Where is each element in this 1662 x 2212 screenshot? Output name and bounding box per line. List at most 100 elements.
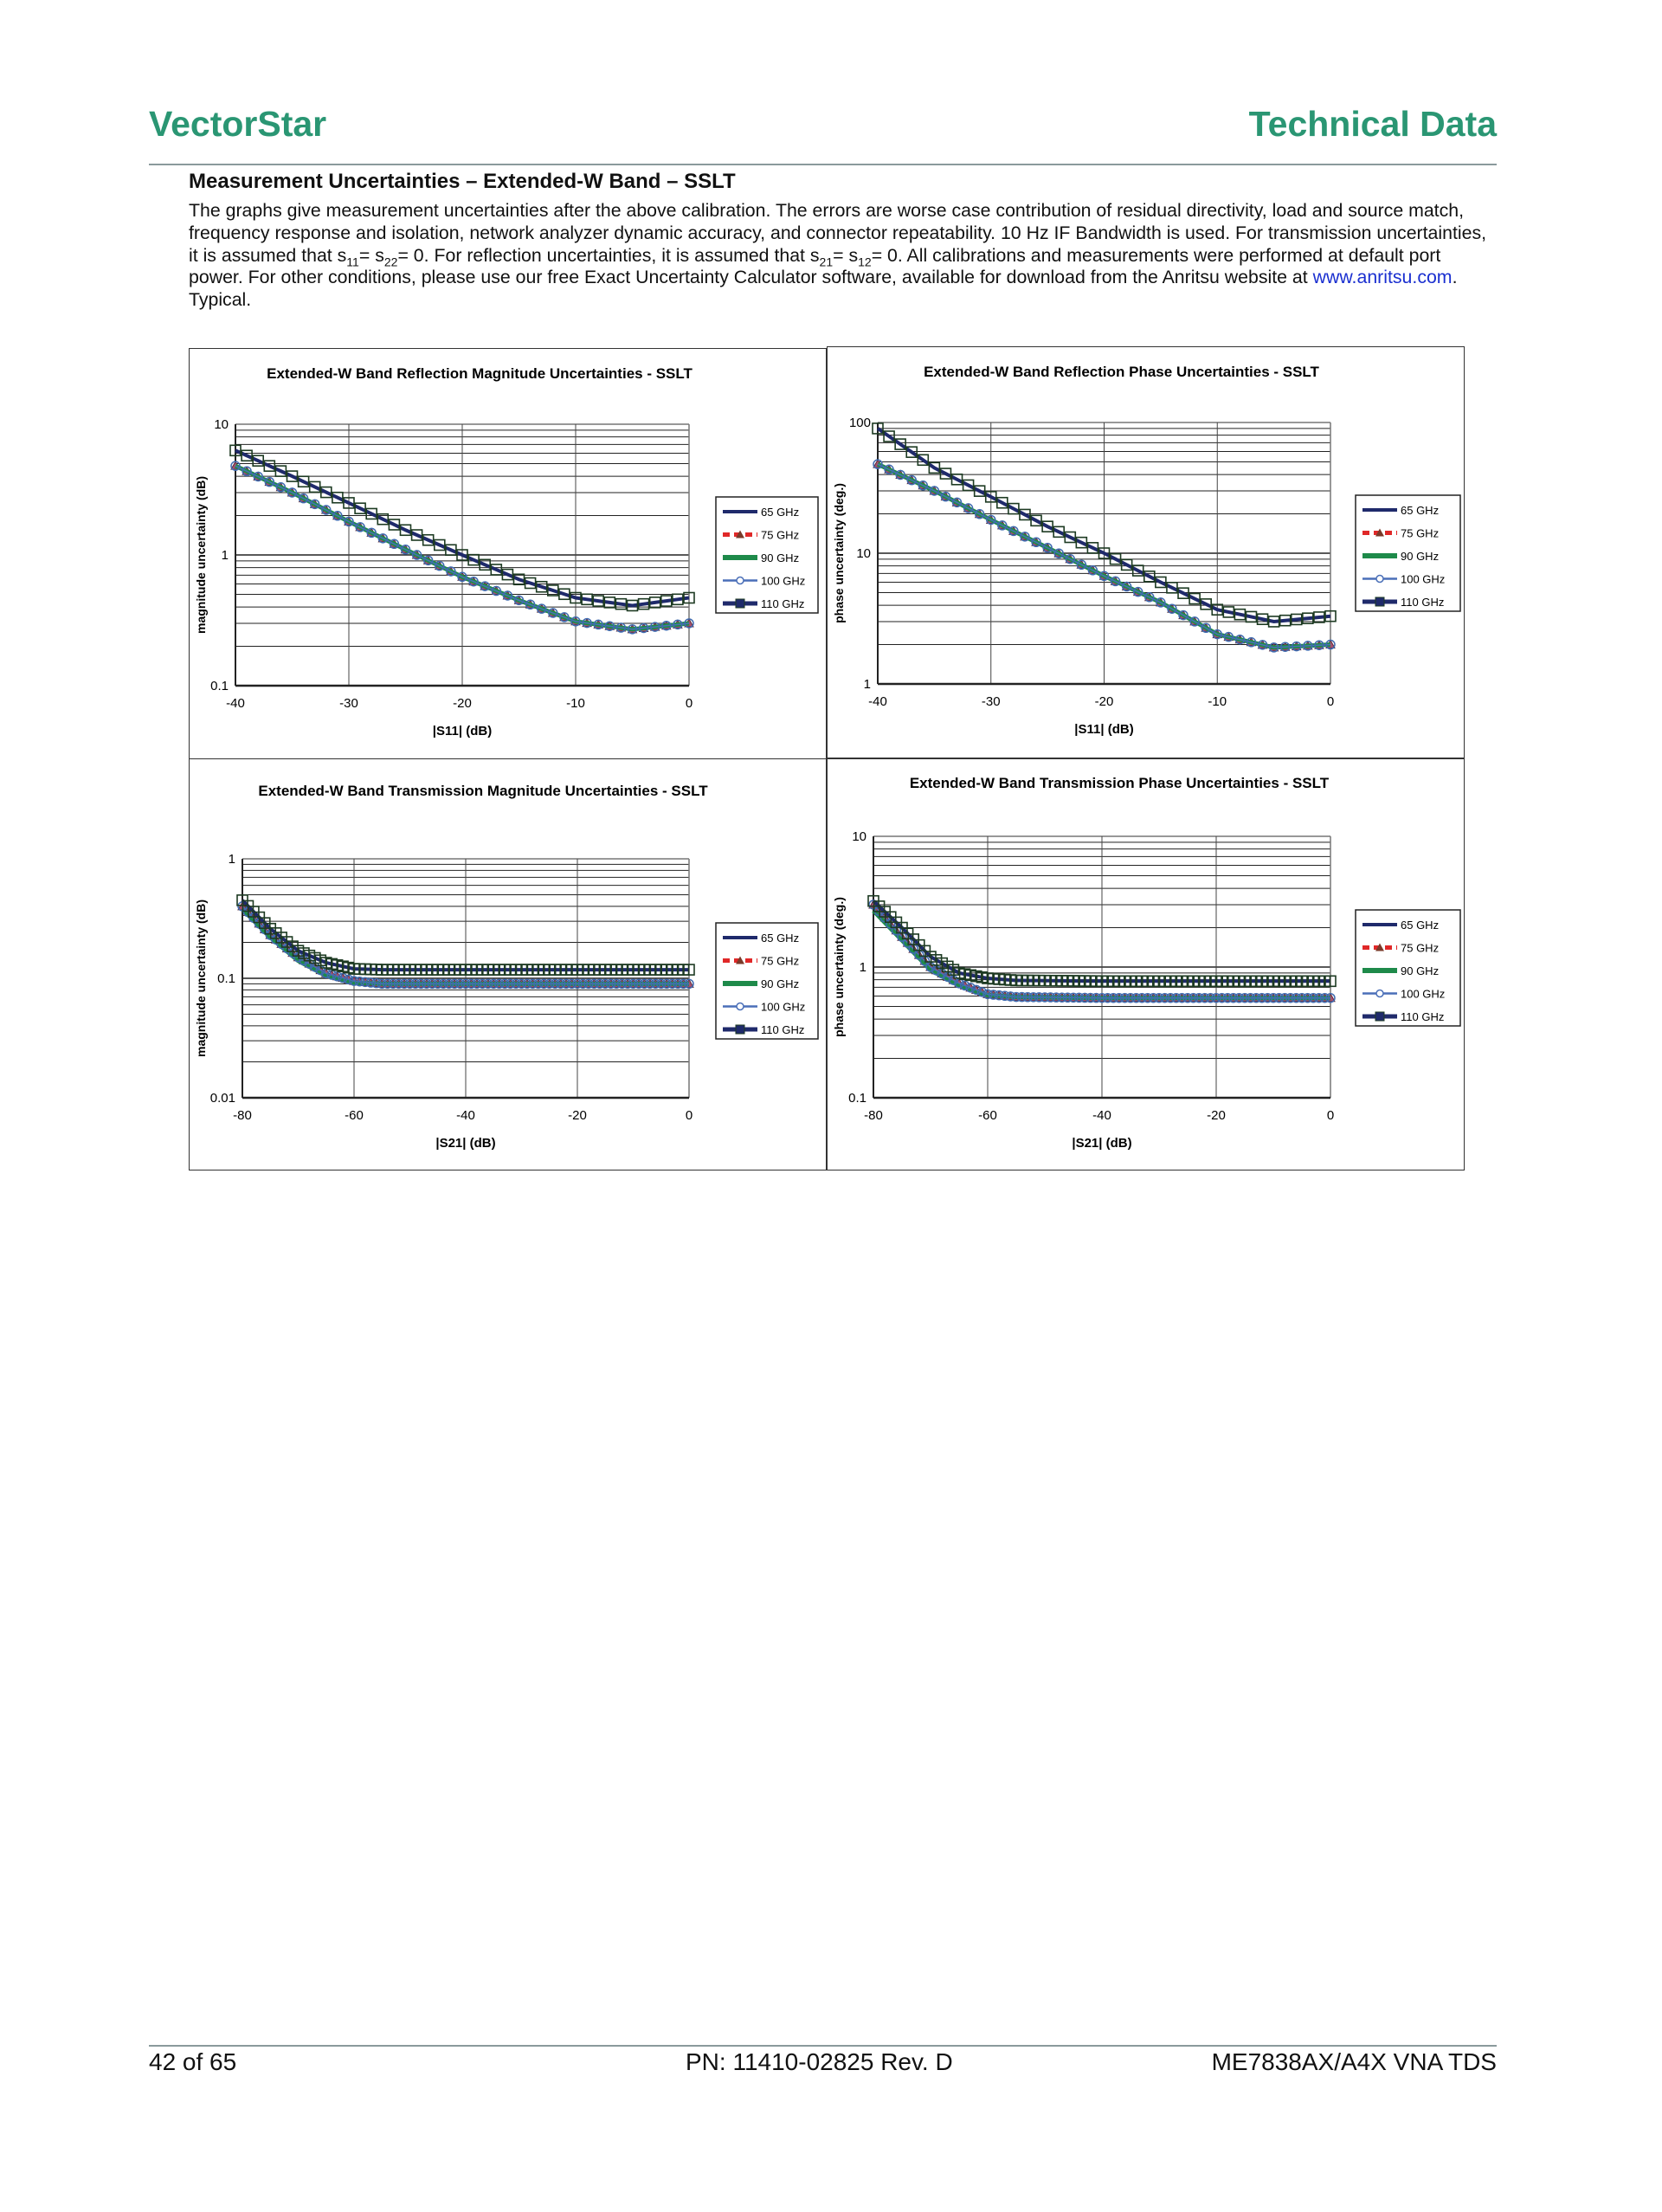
- legend-label: 110 GHz: [761, 597, 804, 610]
- data-point-circle: [1091, 992, 1102, 1003]
- data-point-square: [297, 475, 310, 488]
- data-point-square: [1131, 564, 1144, 577]
- data-point-square: [905, 446, 918, 458]
- data-point-square: [479, 558, 492, 571]
- data-point-square: [996, 496, 1008, 509]
- data-point-square: [615, 597, 628, 610]
- data-point-circle: [416, 978, 427, 990]
- legend-label: 65 GHz: [1401, 919, 1439, 932]
- data-point-square: [320, 486, 332, 499]
- data-point-square: [399, 524, 412, 537]
- data-point-circle: [615, 622, 627, 633]
- data-point-square: [1120, 558, 1133, 571]
- data-point-circle: [649, 622, 660, 632]
- data-point-circle: [502, 590, 513, 601]
- chart-transmission-magnitude: Extended-W Band Transmission Magnitude U…: [189, 758, 827, 1170]
- x-tick-label: -80: [233, 1108, 252, 1123]
- data-point-circle: [1234, 992, 1245, 1003]
- legend-label: 65 GHz: [761, 932, 799, 945]
- legend-marker-circle: [1375, 989, 1384, 998]
- data-point-circle: [493, 978, 505, 990]
- data-point-circle: [1102, 992, 1113, 1003]
- data-point-circle: [377, 533, 389, 544]
- data-point-circle: [1143, 992, 1153, 1003]
- data-point-square: [683, 964, 695, 976]
- data-point-square: [1109, 552, 1122, 565]
- data-point-circle: [1205, 992, 1216, 1003]
- data-point-square: [581, 593, 593, 606]
- data-point-square: [1041, 520, 1053, 532]
- data-point-circle: [505, 978, 516, 990]
- data-point-circle: [570, 616, 581, 627]
- data-point-circle: [410, 978, 421, 990]
- data-point-circle: [561, 978, 571, 990]
- data-point-circle: [1028, 992, 1039, 1003]
- data-point-circle: [1234, 634, 1246, 645]
- data-point-circle: [253, 471, 263, 482]
- anritsu-link[interactable]: www.anritsu.com: [1312, 267, 1453, 288]
- y-tick-label: 0.1: [217, 971, 235, 986]
- y-tick-label: 1: [864, 677, 871, 692]
- data-point-circle: [1302, 992, 1313, 1003]
- data-point-circle: [1156, 597, 1166, 608]
- data-point-circle: [965, 983, 976, 993]
- data-point-circle: [1068, 992, 1079, 1003]
- data-point-square: [592, 595, 605, 607]
- data-point-square: [354, 502, 366, 514]
- data-point-circle: [974, 509, 985, 519]
- data-point-circle: [997, 520, 1008, 531]
- data-point-circle: [1062, 992, 1073, 1003]
- data-point-square: [433, 538, 446, 551]
- body-text: = s: [358, 244, 384, 266]
- data-point-square: [1086, 542, 1099, 554]
- x-tick-label: 0: [686, 696, 692, 711]
- legend-label: 75 GHz: [1401, 942, 1439, 955]
- data-point-square: [410, 529, 423, 541]
- data-point-circle: [678, 978, 689, 990]
- data-point-circle: [399, 978, 409, 990]
- data-point-square: [274, 465, 287, 477]
- data-point-circle: [589, 978, 600, 990]
- data-point-square: [1256, 613, 1269, 626]
- y-tick-label: 100: [849, 416, 871, 430]
- legend-label: 65 GHz: [1401, 504, 1439, 517]
- data-point-square: [343, 497, 355, 509]
- data-point-circle: [446, 566, 456, 577]
- legend-label: 90 GHz: [1401, 964, 1439, 977]
- data-point-square: [263, 460, 276, 472]
- data-point-circle: [895, 469, 905, 480]
- legend-marker-circle: [1375, 574, 1384, 584]
- x-axis-label: |S11| (dB): [1074, 722, 1133, 737]
- data-point-circle: [1110, 576, 1121, 587]
- data-point-circle: [1188, 992, 1199, 1003]
- data-point-circle: [1165, 992, 1176, 1003]
- subscript: 12: [858, 254, 872, 268]
- data-point-circle: [343, 974, 354, 985]
- data-point-square: [1324, 609, 1337, 622]
- data-point-circle: [566, 978, 577, 990]
- y-tick-label: 10: [852, 829, 866, 844]
- data-point-square: [1143, 570, 1156, 583]
- chart-legend: 65 GHz 75 GHz 90 GHz 100 GHz 110 GHz: [1355, 494, 1461, 612]
- data-point-circle: [377, 978, 387, 990]
- data-point-circle: [389, 538, 400, 550]
- data-point-circle: [433, 978, 443, 990]
- data-point-circle: [918, 480, 929, 491]
- data-point-circle: [1297, 992, 1307, 1003]
- data-point-circle: [1245, 992, 1256, 1003]
- data-point-circle: [1144, 592, 1155, 603]
- legend-marker-square: [1375, 1011, 1385, 1022]
- data-point-circle: [583, 978, 594, 990]
- legend-marker-circle: [736, 1002, 744, 1011]
- data-point-circle: [940, 491, 951, 502]
- data-point-circle: [538, 978, 550, 990]
- data-point-circle: [1154, 992, 1164, 1003]
- data-point-circle: [1246, 637, 1257, 648]
- legend-box: [715, 922, 819, 1040]
- data-point-circle: [1125, 992, 1136, 1003]
- brand-title: VectorStar: [149, 104, 327, 144]
- body-text: The graphs give measurement uncertaintie…: [189, 200, 1487, 266]
- data-point-circle: [593, 619, 603, 630]
- chart-title: Extended-W Band Transmission Phase Uncer…: [910, 775, 1330, 791]
